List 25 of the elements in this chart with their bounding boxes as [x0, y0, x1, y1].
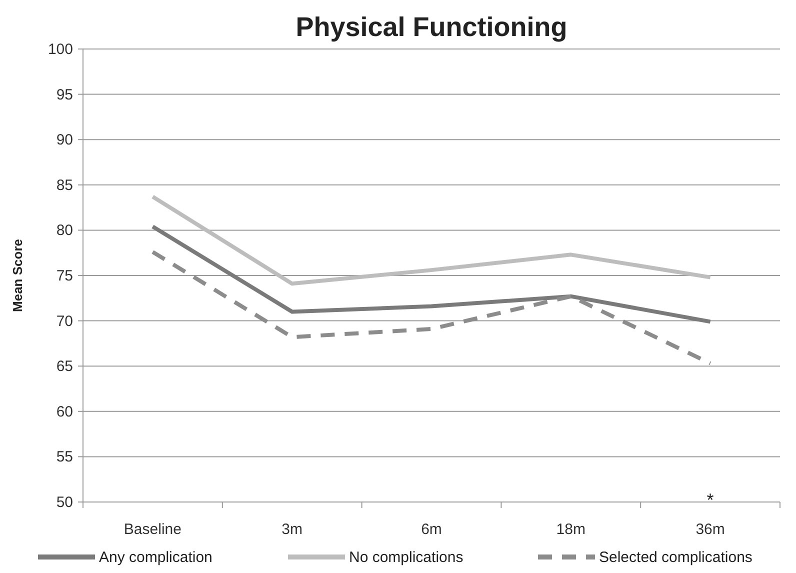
chart-title: Physical Functioning — [296, 12, 568, 42]
y-tick-label: 50 — [56, 494, 73, 511]
legend-label: Selected complications — [599, 549, 752, 566]
annotation: * — [706, 490, 714, 510]
y-tick-label: 85 — [56, 176, 73, 194]
x-tick-label: 6m — [421, 521, 442, 538]
y-axis-title: Mean Score — [10, 239, 25, 312]
line-series — [150, 250, 712, 366]
y-tick-label: 65 — [56, 358, 73, 376]
y-tick-label: 75 — [56, 268, 73, 284]
line-series — [150, 194, 712, 286]
y-tick-label: 55 — [56, 448, 73, 466]
x-tick-label: Baseline — [124, 521, 182, 538]
y-tick-label: 100 — [48, 41, 73, 58]
y-tick-label: 80 — [56, 222, 73, 240]
y-tick-label: 95 — [56, 86, 73, 104]
legend-label: Any complication — [99, 549, 212, 566]
x-tick-label: 36m — [696, 521, 725, 538]
line-series — [150, 224, 712, 324]
y-tick-label: 90 — [56, 132, 73, 149]
y-tick-label: 70 — [56, 312, 73, 330]
x-tick-label: 18m — [556, 521, 586, 538]
legend-label: No complications — [349, 549, 464, 566]
y-tick-label: 60 — [56, 403, 73, 420]
x-tick-label: 3m — [282, 521, 303, 538]
